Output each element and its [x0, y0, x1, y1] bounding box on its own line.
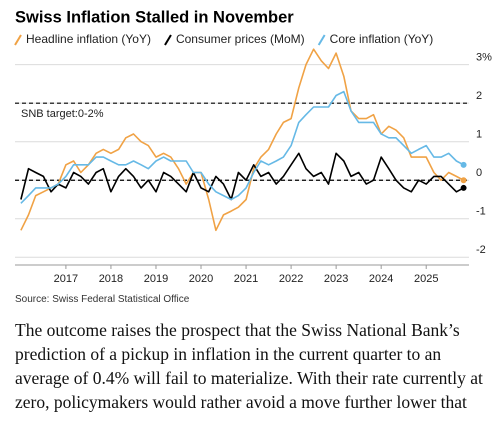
y-tick-label: -1: [476, 206, 486, 218]
legend-swatch: [14, 34, 22, 46]
x-tick-label: 2017: [54, 273, 78, 285]
legend-label: Consumer prices (MoM): [176, 32, 305, 46]
y-tick-label: 2: [476, 90, 482, 102]
body-text: The outcome raises the prospect that the…: [15, 320, 483, 412]
y-tick-label: 1: [476, 129, 482, 141]
end-dot: [460, 177, 467, 184]
series-line: [20, 152, 464, 201]
x-tick-label: 2020: [189, 273, 213, 285]
x-tick-label: 2019: [144, 273, 168, 285]
x-tick-label: 2025: [414, 273, 438, 285]
series-line: [20, 48, 464, 232]
chart-title: Swiss Inflation Stalled in November: [15, 8, 294, 26]
legend-swatch: [317, 34, 326, 46]
end-dot: [460, 184, 467, 191]
y-tick-label: 0: [476, 167, 482, 179]
x-tick-label: 2022: [279, 273, 303, 285]
y-tick-label: -2: [476, 244, 486, 256]
legend-label: Core inflation (YoY): [330, 32, 434, 46]
x-tick-label: 2023: [324, 273, 348, 285]
source: Source: Swiss Federal Statistical Office: [15, 294, 190, 305]
end-dot: [460, 161, 467, 168]
x-tick-label: 2024: [369, 273, 393, 285]
annotation: SNB target:0-2%: [21, 108, 104, 120]
x-tick-label: 2018: [99, 273, 123, 285]
series-line: [20, 90, 464, 204]
chart: Swiss Inflation Stalled in November Head…: [14, 8, 492, 285]
x-tick-label: 2021: [234, 273, 258, 285]
legend-label: Headline inflation (YoY): [26, 32, 151, 46]
y-tick-label: 3%: [476, 52, 492, 64]
legend-swatch: [164, 34, 172, 46]
